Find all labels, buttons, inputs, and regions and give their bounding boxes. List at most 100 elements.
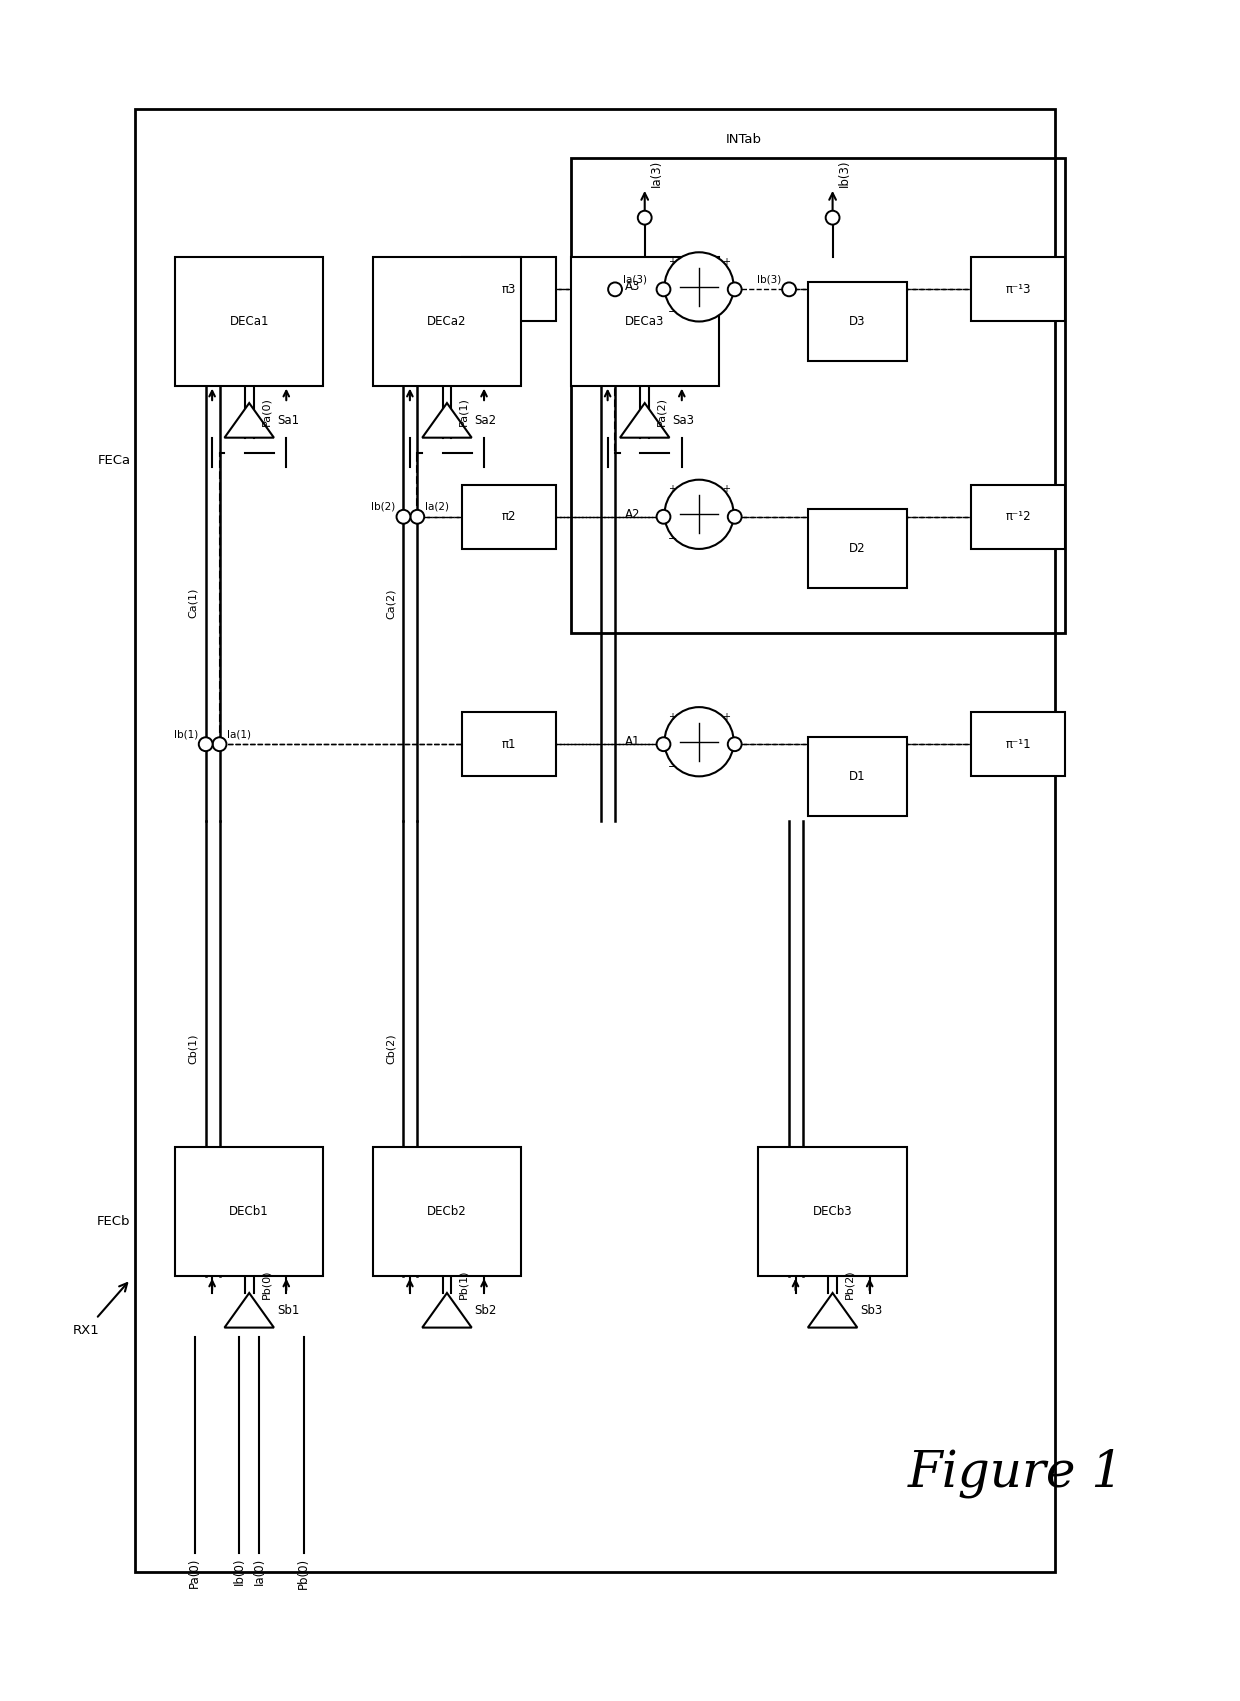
Bar [971, 713, 1065, 776]
Circle shape [826, 211, 839, 225]
Text: +: + [668, 257, 676, 267]
Bar [461, 713, 556, 776]
Text: DECb1: DECb1 [229, 1204, 269, 1218]
Text: Cb(1): Cb(1) [187, 1033, 198, 1063]
Text: DECa1: DECa1 [229, 315, 269, 328]
Text: Ib(1): Ib(1) [174, 730, 198, 740]
Text: π2: π2 [501, 510, 516, 524]
Text: D2: D2 [849, 543, 866, 556]
Text: Pa(0): Pa(0) [188, 1558, 201, 1587]
Text: Sa2: Sa2 [475, 413, 497, 427]
Bar [135, 109, 1055, 1572]
Text: Ib(0): Ib(0) [233, 1558, 246, 1585]
Polygon shape [224, 403, 274, 437]
Polygon shape [620, 403, 670, 437]
Circle shape [637, 211, 652, 225]
Text: Ia(0): Ia(0) [253, 1558, 265, 1585]
Text: Sb1: Sb1 [277, 1303, 299, 1317]
Bar [175, 257, 324, 386]
Text: Pb(2): Pb(2) [844, 1269, 854, 1300]
Bar [808, 509, 906, 589]
Bar [373, 257, 521, 386]
Text: Ia(2): Ia(2) [425, 502, 449, 512]
Bar [373, 1146, 521, 1276]
Circle shape [212, 737, 227, 752]
Text: Ib(3): Ib(3) [756, 274, 781, 284]
Text: π⁻¹1: π⁻¹1 [1006, 738, 1030, 750]
Text: Cb(2): Cb(2) [386, 1033, 396, 1063]
Text: +: + [722, 485, 730, 495]
Text: Sa1: Sa1 [277, 413, 299, 427]
Bar [759, 1146, 906, 1276]
Text: D3: D3 [849, 315, 866, 328]
Text: A2: A2 [625, 509, 640, 521]
Text: Pb(0): Pb(0) [262, 1269, 272, 1300]
Circle shape [728, 510, 742, 524]
Text: Ia(1): Ia(1) [227, 730, 252, 740]
Text: DECa3: DECa3 [625, 315, 665, 328]
Text: Pb(0): Pb(0) [298, 1558, 310, 1589]
Text: D1: D1 [849, 771, 866, 782]
Circle shape [410, 510, 424, 524]
Text: Figure 1: Figure 1 [908, 1449, 1123, 1499]
Text: π⁻¹2: π⁻¹2 [1006, 510, 1030, 524]
Text: Sb2: Sb2 [475, 1303, 497, 1317]
Text: π1: π1 [501, 738, 516, 750]
Bar [808, 282, 906, 361]
Text: Ib(3): Ib(3) [837, 160, 851, 187]
Text: INTab: INTab [725, 133, 761, 146]
Bar [808, 737, 906, 816]
Circle shape [657, 282, 671, 296]
Bar [971, 257, 1065, 321]
Bar [461, 485, 556, 549]
Text: +: + [722, 257, 730, 267]
Text: FECa: FECa [98, 454, 130, 466]
Text: DECb2: DECb2 [427, 1204, 466, 1218]
Text: Pb(1): Pb(1) [459, 1269, 469, 1300]
Text: A3: A3 [625, 281, 640, 293]
Bar [570, 158, 1065, 633]
Text: +: + [668, 485, 676, 495]
Text: +: + [722, 711, 730, 721]
Circle shape [665, 480, 734, 549]
Text: FECb: FECb [97, 1215, 130, 1228]
Text: π3: π3 [501, 282, 516, 296]
Polygon shape [423, 403, 471, 437]
Text: Pa(0): Pa(0) [262, 398, 272, 427]
Circle shape [728, 737, 742, 752]
Bar [971, 485, 1065, 549]
Circle shape [198, 737, 212, 752]
Text: Ib(2): Ib(2) [371, 502, 396, 512]
Bar [570, 257, 719, 386]
Text: A1: A1 [625, 735, 640, 748]
Polygon shape [423, 1293, 471, 1327]
Text: DECb3: DECb3 [812, 1204, 852, 1218]
Bar [175, 1146, 324, 1276]
Polygon shape [224, 1293, 274, 1327]
Text: Ca(2): Ca(2) [386, 589, 396, 619]
Text: Ca(1): Ca(1) [187, 589, 198, 619]
Bar [461, 257, 556, 321]
Circle shape [657, 737, 671, 752]
Polygon shape [808, 1293, 857, 1327]
Text: −: − [667, 306, 677, 316]
Text: Ia(3): Ia(3) [622, 274, 647, 284]
Circle shape [665, 708, 734, 776]
Text: +: + [668, 711, 676, 721]
Text: Sb3: Sb3 [861, 1303, 883, 1317]
Text: −: − [667, 534, 677, 544]
Text: RX1: RX1 [73, 1323, 99, 1337]
Text: DECa2: DECa2 [428, 315, 466, 328]
Circle shape [397, 510, 410, 524]
Circle shape [728, 282, 742, 296]
Text: −: − [667, 762, 677, 772]
Circle shape [665, 252, 734, 321]
Text: Sa3: Sa3 [672, 413, 694, 427]
Circle shape [657, 510, 671, 524]
Text: Pa(2): Pa(2) [657, 398, 667, 427]
Text: π⁻¹3: π⁻¹3 [1006, 282, 1030, 296]
Circle shape [782, 282, 796, 296]
Text: Ia(3): Ia(3) [650, 160, 662, 187]
Circle shape [608, 282, 622, 296]
Text: Pa(1): Pa(1) [459, 398, 469, 427]
